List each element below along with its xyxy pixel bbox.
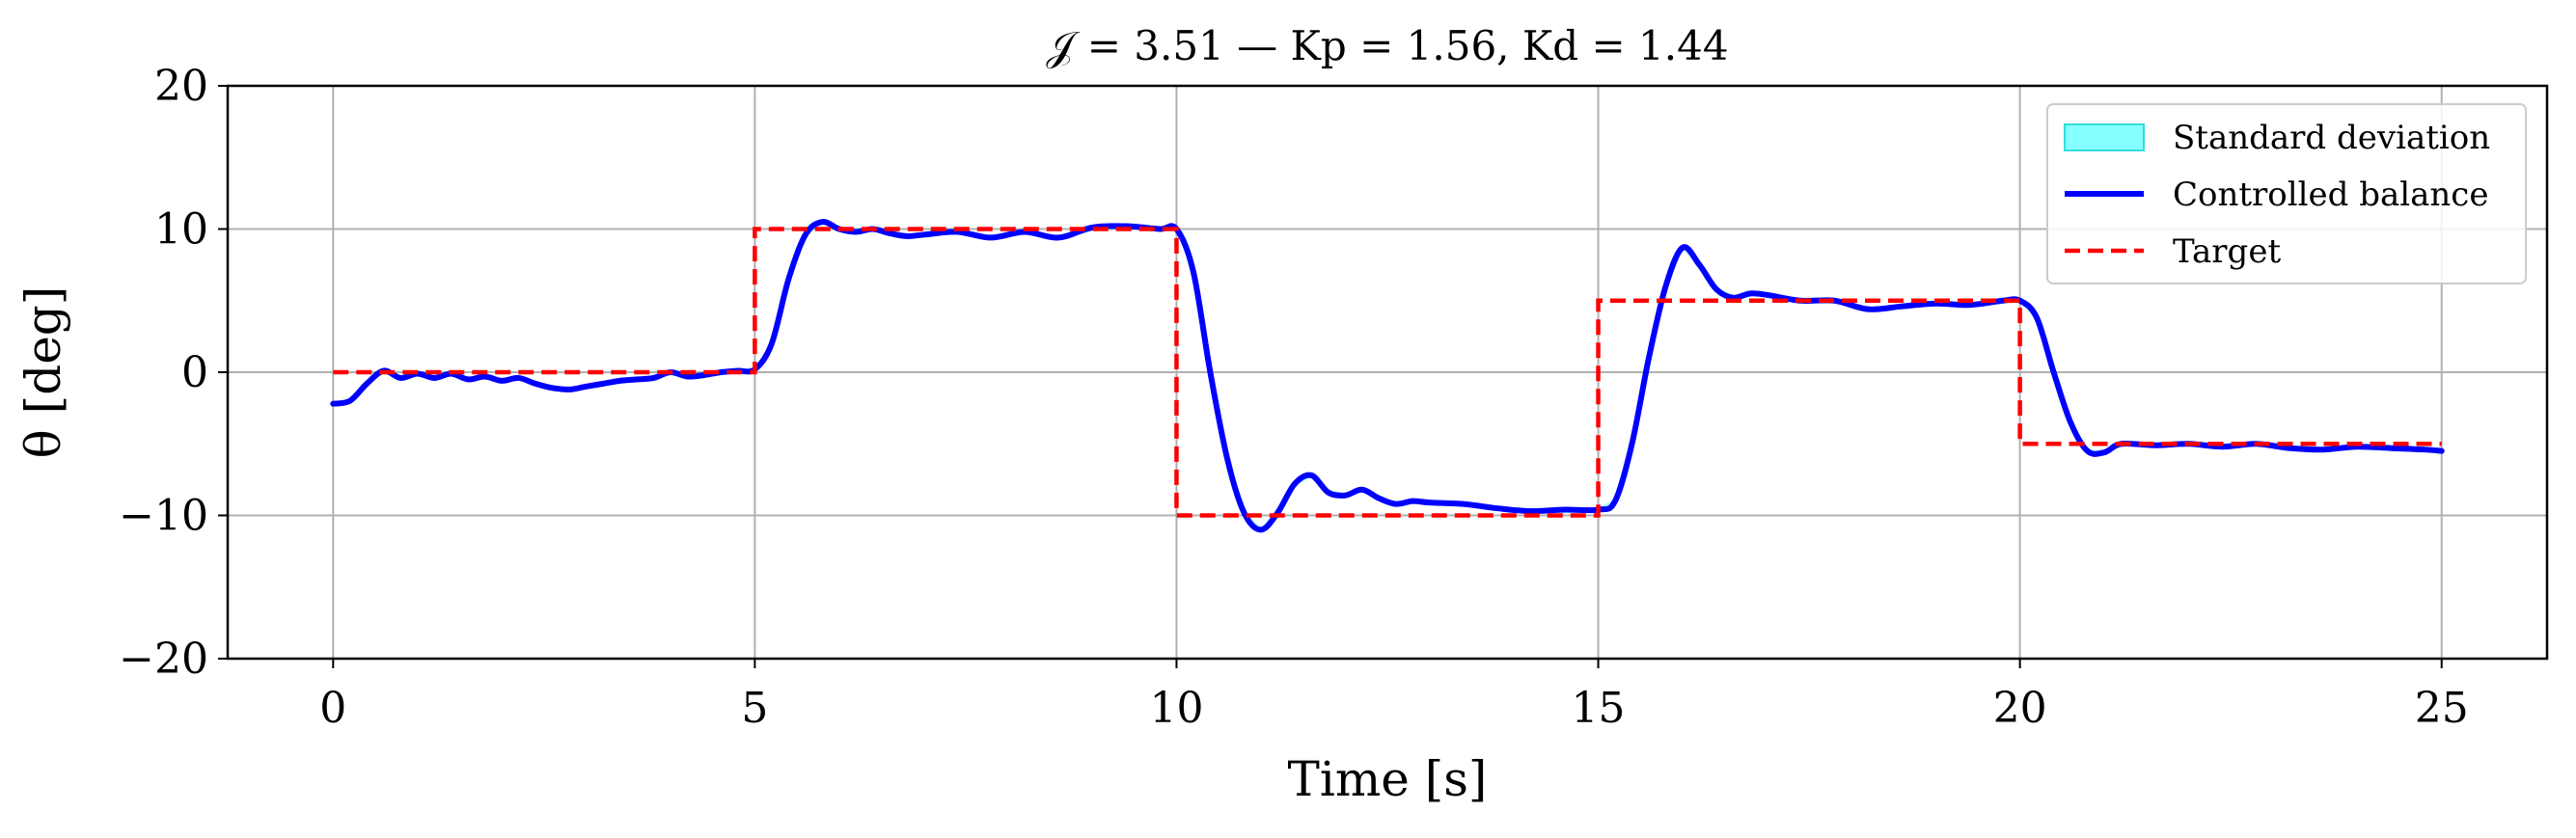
legend-label-controlled: Controlled balance bbox=[2173, 176, 2488, 214]
y-tick-label: −20 bbox=[119, 635, 208, 684]
legend-swatch-std bbox=[2064, 123, 2145, 151]
legend-box bbox=[2046, 103, 2527, 284]
x-tick-label: 25 bbox=[2415, 684, 2469, 733]
x-tick-label: 10 bbox=[1149, 684, 1203, 733]
x-tick-label: 5 bbox=[741, 684, 768, 733]
legend: Standard deviation Controlled balance Ta… bbox=[2046, 103, 2527, 284]
x-tick-label: 0 bbox=[319, 684, 346, 733]
x-tick-label: 20 bbox=[1993, 684, 2047, 733]
y-tick-label: 0 bbox=[181, 348, 208, 397]
y-tick-label: 20 bbox=[154, 62, 208, 111]
y-tick-label: 10 bbox=[154, 205, 208, 255]
series-layer bbox=[330, 219, 2445, 533]
y-tick-label: −10 bbox=[119, 492, 208, 541]
x-tick-label: 15 bbox=[1572, 684, 1626, 733]
legend-label-target: Target bbox=[2173, 232, 2281, 271]
series-target bbox=[333, 227, 2442, 518]
x-axis-label: Time [s] bbox=[1288, 751, 1488, 807]
ticks: 0 5 10 15 20 25 20 10 0 −10 −20 bbox=[119, 62, 2469, 733]
y-axis-label: θ [deg] bbox=[15, 286, 71, 459]
chart-title: 𝒥 = 3.51 — Kp = 1.56, Kd = 1.44 bbox=[1046, 22, 1728, 69]
legend-label-std: Standard deviation bbox=[2173, 119, 2490, 157]
